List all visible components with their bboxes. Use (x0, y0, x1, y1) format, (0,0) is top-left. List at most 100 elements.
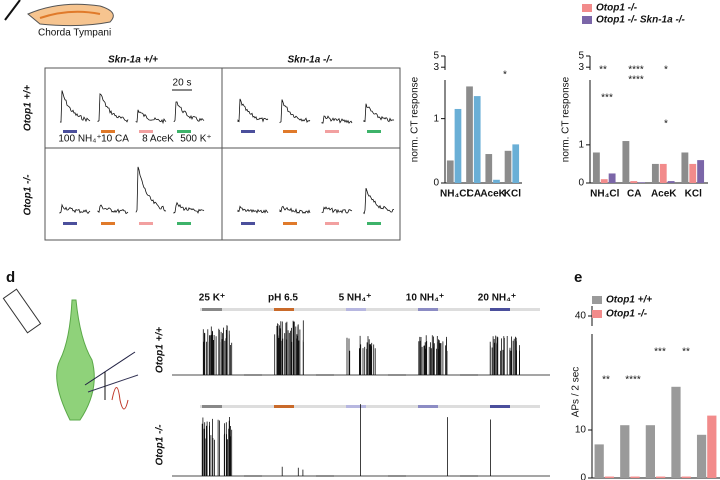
legend-swatch (582, 4, 592, 12)
significance: * (503, 70, 507, 81)
bar (466, 86, 473, 183)
legend-label: Otop1 -/- (596, 3, 638, 14)
y-tick-label: 5 (578, 51, 584, 62)
row-header: Otop1 -/- (155, 424, 166, 466)
trace (279, 99, 311, 124)
significance: ** (602, 375, 610, 386)
x-tick-label: KCl (685, 189, 702, 200)
stimulus-label: 10 CA (101, 134, 129, 145)
stimulus-label: pH 6.5 (268, 293, 298, 304)
significance: ** (599, 65, 607, 76)
bar (638, 182, 646, 183)
nerve-label: Chorda Tympani (38, 28, 111, 39)
y-tick-label: 1 (578, 139, 584, 150)
x-tick-label: NH₄Cl (440, 189, 469, 200)
spikes (316, 335, 406, 376)
trace (363, 103, 395, 123)
stimulus-bar (63, 130, 77, 133)
stimulus-bar (139, 222, 153, 225)
stimulus-bar (325, 222, 339, 225)
spikes (244, 466, 334, 477)
stimulus-label: 500 K⁺ (180, 134, 211, 145)
stimulus-bar (202, 308, 222, 311)
col-header: Skn-1a -/- (287, 55, 333, 66)
tongue-illustration (4, 0, 114, 27)
trace (237, 98, 269, 123)
bar (594, 444, 604, 478)
y-axis-title: APs / 2 sec (571, 367, 582, 418)
bar (504, 150, 512, 183)
stimulus-bar (177, 130, 191, 133)
stimulus-bar (346, 405, 366, 408)
traces (59, 90, 550, 477)
stimulus-bar (325, 130, 339, 133)
y-axis-title: norm. CT response (561, 76, 572, 162)
bar (696, 434, 707, 478)
trace (135, 166, 167, 213)
bar (630, 476, 640, 478)
stimulus-bar (346, 308, 366, 311)
bar (651, 163, 659, 183)
stimulus-bar (367, 130, 381, 133)
bar (608, 173, 616, 183)
stimulus-bar (490, 405, 510, 408)
y-tick-label: 0 (578, 178, 584, 189)
bar (485, 154, 493, 183)
col-header: Skn-1a +/+ (108, 55, 158, 66)
spikes (172, 417, 262, 477)
bar (689, 163, 697, 183)
stimulus-label: 10 NH₄⁺ (406, 293, 444, 304)
stimulus-bar (101, 222, 115, 225)
stimulus-bar (177, 222, 191, 225)
y-tick-label: 10 (575, 425, 587, 436)
stimulus-bar (367, 222, 381, 225)
trace (97, 204, 129, 215)
stimulus-label: 25 K⁺ (199, 293, 225, 304)
legend-swatch (582, 16, 592, 24)
significance: * (664, 65, 668, 76)
bar (656, 476, 666, 478)
stimulus-bar (241, 130, 255, 133)
bar (671, 386, 681, 478)
spikes (460, 335, 550, 376)
legend-swatch (592, 310, 602, 318)
trace (59, 203, 91, 215)
significance: *** (601, 93, 613, 104)
y-tick-label: 40 (575, 311, 587, 322)
stimulus-bar (490, 308, 510, 311)
trace (97, 93, 129, 123)
stimulus-bar (63, 222, 77, 225)
bar (622, 141, 630, 183)
stimulus-bar (418, 308, 438, 311)
y-tick-label: 0 (580, 473, 586, 480)
trace (59, 90, 91, 123)
stimulus-bar (418, 405, 438, 408)
bar (592, 152, 600, 183)
spikes (388, 417, 478, 477)
bar (600, 179, 608, 183)
stimulus-bar (139, 130, 153, 133)
spikes (172, 325, 262, 376)
significance: * (664, 119, 668, 130)
panel-label: d (6, 269, 15, 286)
bar (681, 476, 691, 478)
row-header: Otop1 +/+ (155, 327, 166, 373)
y-tick-label: 1 (433, 113, 439, 124)
row-header: Otop1 -/- (23, 174, 34, 216)
stimulus-label: 5 NH₄⁺ (339, 293, 372, 304)
bar (454, 108, 462, 183)
legend-swatch (592, 296, 602, 304)
trace (321, 115, 353, 124)
trace (279, 205, 311, 214)
y-tick-label: 0 (433, 178, 439, 189)
stimulus-label: 8 AceK (142, 134, 174, 145)
bar (697, 160, 705, 183)
stimulus-label: 20 NH₄⁺ (478, 293, 516, 304)
spikes (244, 320, 334, 376)
bar (512, 144, 520, 183)
legend-label: Otop1 +/+ (606, 295, 652, 306)
legend-label: Otop1 -/- Skn-1a -/- (596, 15, 686, 26)
stimulus-bar (101, 130, 115, 133)
significance: **** (628, 75, 644, 86)
spikes (460, 419, 550, 477)
